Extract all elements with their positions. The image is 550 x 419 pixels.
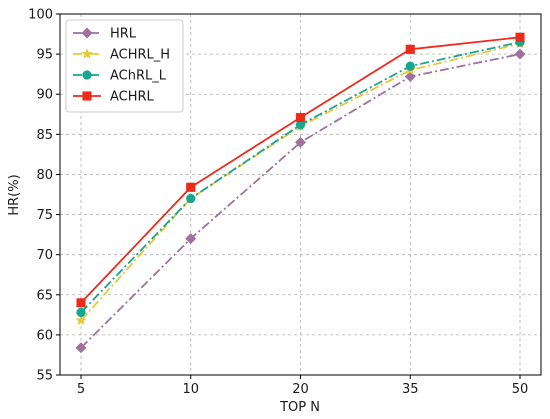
y-axis: 55 60 65 70 75 80 85 90 95 100 [28, 8, 60, 384]
y-tick-label: 95 [36, 48, 53, 63]
y-tick-label: 55 [36, 369, 53, 384]
data-point-marker [185, 233, 197, 245]
legend-entry: HRL [73, 27, 137, 42]
legend-entry: ACHRL_H [73, 48, 170, 63]
series-line [80, 53, 521, 349]
series-hrl [75, 48, 526, 354]
data-point-marker [75, 314, 87, 326]
legend-label: AChRL_L [110, 69, 167, 84]
legend-marker-swatch [82, 70, 92, 80]
legend-frame [65, 19, 184, 113]
data-point-marker [75, 342, 87, 354]
data-point-marker [294, 136, 307, 148]
data-point-marker [405, 44, 415, 54]
legend-marker-swatch [82, 91, 92, 101]
x-tick-label: 50 [512, 382, 529, 397]
legend-marker-swatch [81, 27, 93, 39]
x-tick-label: 5 [77, 382, 85, 397]
legend-label: ACHRL [110, 90, 155, 105]
data-point-marker [295, 112, 306, 123]
y-tick-label: 100 [28, 8, 53, 23]
legend-entry: AChRL_L [73, 69, 167, 84]
x-tick-label: 20 [292, 382, 309, 397]
y-tick-label: 75 [36, 208, 53, 223]
y-tick-label: 85 [36, 128, 53, 143]
x-axis-title: TOP N [279, 400, 320, 415]
y-tick-label: 70 [36, 248, 53, 263]
data-point-marker [405, 61, 415, 71]
data-point-marker [76, 307, 86, 318]
data-point-marker [76, 298, 86, 308]
legend-label: ACHRL_H [110, 48, 170, 63]
y-tick-label: 90 [36, 88, 53, 103]
legend-entry: ACHRL [73, 90, 155, 105]
series-achrl [76, 32, 525, 308]
x-tick-label: 35 [402, 382, 419, 397]
y-tick-label: 65 [36, 288, 53, 303]
y-tick-label: 60 [36, 328, 53, 343]
legend: HRL ACHRL_H AChRL_L ACHRL [65, 19, 184, 113]
legend-marker-swatch [81, 48, 93, 59]
legend-label: HRL [110, 27, 137, 42]
data-point-marker [186, 182, 196, 192]
data-point-marker [515, 32, 525, 42]
x-tick-label: 10 [182, 382, 199, 397]
y-tick-label: 80 [36, 168, 53, 183]
series-layer [75, 32, 526, 354]
x-axis: 5 10 20 35 50 [77, 375, 528, 397]
data-point-marker [514, 48, 526, 60]
y-axis-title: HR(%) [7, 174, 22, 215]
data-point-marker [186, 193, 196, 204]
